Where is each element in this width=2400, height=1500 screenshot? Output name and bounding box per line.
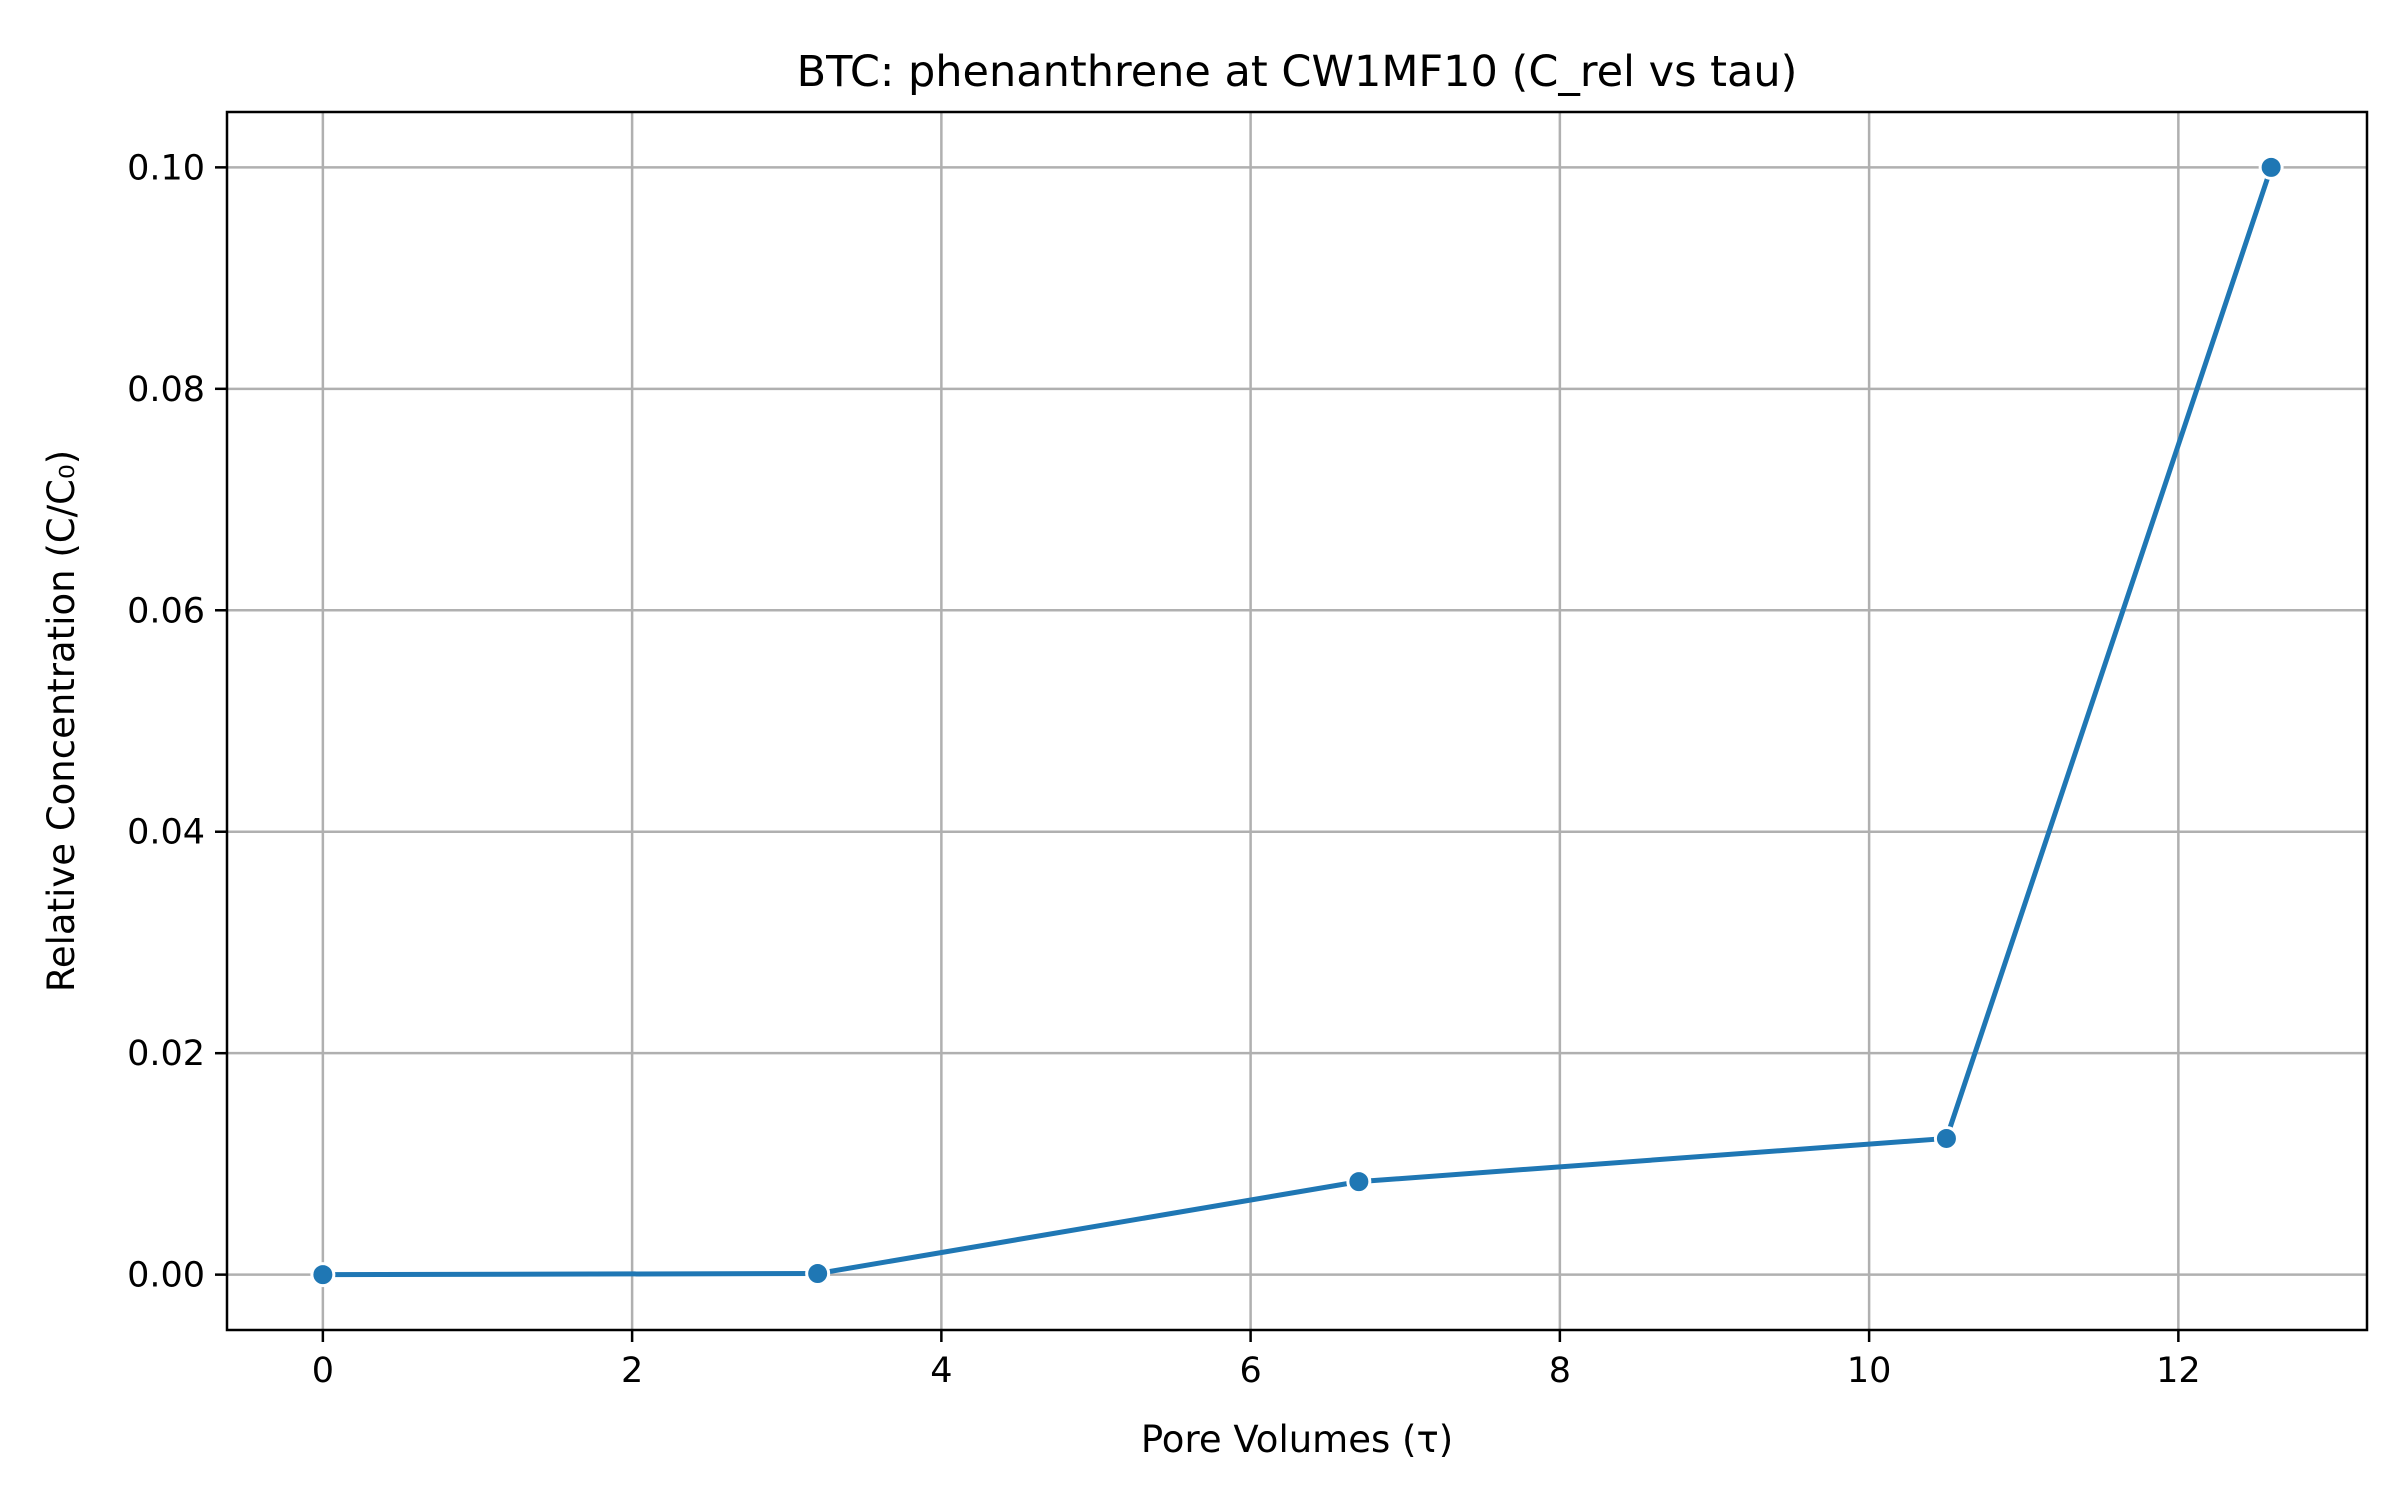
x-axis-label: Pore Volumes (τ)	[1141, 1418, 1453, 1461]
y-tick-label: 0.08	[127, 370, 205, 410]
data-point	[2258, 154, 2284, 180]
x-tick-label: 10	[1847, 1351, 1892, 1391]
x-tick-label: 4	[930, 1351, 952, 1391]
x-tick-label: 2	[621, 1351, 643, 1391]
y-tick-label: 0.04	[127, 813, 205, 853]
x-tick-label: 6	[1239, 1351, 1261, 1391]
axis-ticks: 0 2 4 6 8 10 12 0.00 0.02 0.04 0.06 0.08 0.10	[127, 148, 2201, 1391]
data-point	[1933, 1125, 1959, 1151]
data-point	[805, 1261, 831, 1287]
chart-title: BTC: phenanthrene at CW1MF10 (C_rel vs t…	[797, 47, 1798, 97]
y-tick-label: 0.10	[127, 148, 205, 188]
x-tick-label: 8	[1549, 1351, 1571, 1391]
y-tick-label: 0.00	[127, 1256, 205, 1296]
y-tick-label: 0.06	[127, 591, 205, 631]
data-point	[310, 1262, 336, 1288]
data-point	[1346, 1169, 1372, 1195]
series-line	[322, 166, 2274, 1278]
x-tick-label: 12	[2156, 1351, 2201, 1391]
y-axis-label: Relative Concentration (C/C₀)	[40, 450, 83, 992]
y-tick-label: 0.02	[127, 1034, 205, 1074]
grid-lines	[227, 112, 2367, 1330]
plot-frame	[225, 110, 2369, 1332]
data-series	[310, 154, 2284, 1288]
x-tick-label: 0	[312, 1351, 334, 1391]
